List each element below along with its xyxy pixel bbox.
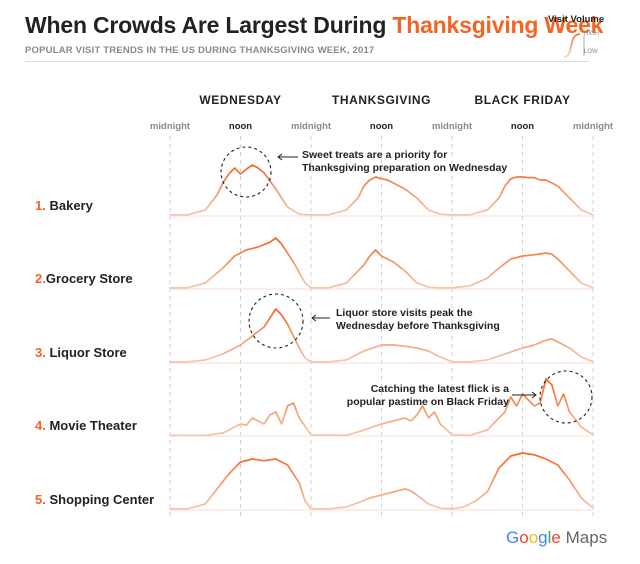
row-label-grocery-store: 2.Grocery Store (35, 271, 133, 286)
series-line-liquor-store (169, 308, 594, 363)
x-tick-label-midnight: midnight (150, 121, 191, 132)
annotation-line: Catching the latest flick is a (371, 383, 509, 395)
x-tick-label-midnight: midnight (573, 121, 614, 132)
row-label-shopping-center: 5. Shopping Center (35, 492, 154, 507)
annotation-text: Catching the latest flick is a popular pa… (347, 383, 509, 408)
annotation-highlight-circle (539, 370, 593, 424)
chart-title-highlight: Thanksgiving Week (392, 12, 604, 38)
row-label-liquor-store: 3. Liquor Store (35, 345, 127, 360)
legend-title: Visit Volume (548, 14, 605, 25)
legend-high-label: HIGH (584, 31, 599, 37)
row-label-movie-theater: 4. Movie Theater (35, 418, 137, 433)
chart-subtitle: POPULAR VISIT TRENDS IN THE US DURING TH… (25, 45, 375, 56)
google-maps-logo: Google Maps (506, 528, 607, 548)
annotation-text: Sweet treats are a priority for Thanksgiv… (302, 149, 507, 174)
annotation-line: Sweet treats are a priority for (302, 149, 447, 161)
annotation-bakery: Sweet treats are a priority for Thanksgiv… (220, 146, 507, 198)
row-number: 5. (35, 492, 49, 507)
row-number: 4. (35, 418, 49, 433)
x-tick-label-noon: noon (370, 121, 393, 132)
annotation-line: Wednesday before Thanksgiving (336, 320, 500, 332)
annotation-movie-theater: Catching the latest flick is a popular pa… (347, 370, 593, 424)
google-wordmark: Google (506, 528, 561, 547)
annotation-highlight-circle (220, 146, 272, 198)
row-name: Grocery Store (46, 271, 133, 286)
annotation-highlight-circle (248, 293, 304, 349)
chart-title-prefix: When Crowds Are Largest During (25, 12, 393, 38)
visit-volume-legend: Visit Volume HIGH LOW (548, 14, 618, 58)
header-divider (25, 61, 589, 62)
chart-title: When Crowds Are Largest During Thanksgiv… (25, 12, 603, 39)
arrow-head-icon (277, 153, 283, 161)
day-header-thanksgiving: THANKSGIVING (332, 93, 431, 107)
x-tick-label-midnight: midnight (291, 121, 332, 132)
row-name: Bakery (49, 198, 93, 213)
row-name: Movie Theater (49, 418, 136, 433)
row-name: Shopping Center (49, 492, 154, 507)
x-tick-label-noon: noon (229, 121, 252, 132)
x-tick-label-midnight: midnight (432, 121, 473, 132)
legend-gradient-curve-icon (563, 33, 585, 58)
row-number: 3. (35, 345, 49, 360)
row-label-bakery: 1. Bakery (35, 198, 94, 213)
arrow-head-icon (531, 391, 537, 399)
annotation-line: Liquor store visits peak the (336, 307, 473, 319)
row-name: Liquor Store (49, 345, 126, 360)
annotation-line: popular pastime on Black Friday (347, 396, 509, 408)
annotation-liquor-store: Liquor store visits peak the Wednesday be… (248, 293, 500, 349)
series-line-movie-theater (169, 378, 594, 437)
annotation-text: Liquor store visits peak the Wednesday be… (336, 307, 500, 332)
series-line-shopping-center (169, 452, 594, 510)
annotation-line: Thanksgiving preparation on Wednesday (302, 162, 507, 174)
day-header-black-friday: BLACK FRIDAY (474, 93, 570, 107)
maps-wordmark: Maps (565, 528, 608, 547)
day-header-wednesday: WEDNESDAY (199, 93, 281, 107)
x-tick-label-noon: noon (511, 121, 534, 132)
series-line-bakery (169, 164, 594, 216)
legend-low-label: LOW (584, 49, 598, 55)
series-line-grocery-store (169, 237, 594, 289)
arrow-head-icon (311, 314, 317, 322)
row-number: 2. (35, 271, 46, 286)
row-number: 1. (35, 198, 49, 213)
